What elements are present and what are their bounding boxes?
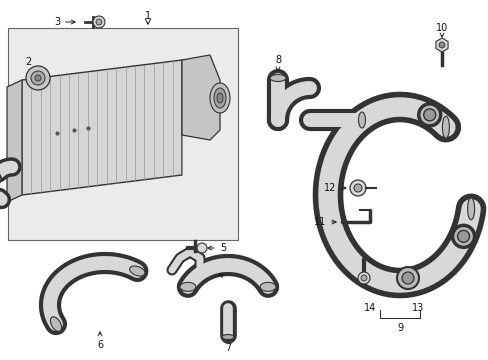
Text: 9: 9	[396, 323, 402, 333]
Circle shape	[26, 66, 50, 90]
Ellipse shape	[358, 112, 365, 128]
Ellipse shape	[269, 75, 285, 81]
Circle shape	[353, 184, 361, 192]
Circle shape	[457, 230, 468, 242]
Text: 12: 12	[323, 183, 346, 193]
Ellipse shape	[209, 83, 229, 113]
Polygon shape	[435, 38, 447, 52]
Text: 14: 14	[363, 303, 375, 313]
Circle shape	[349, 180, 365, 196]
Circle shape	[93, 16, 105, 28]
Text: 4: 4	[199, 270, 224, 280]
Text: 8: 8	[274, 55, 281, 71]
Text: 3: 3	[54, 17, 75, 27]
Circle shape	[451, 225, 473, 247]
Ellipse shape	[260, 282, 276, 291]
Ellipse shape	[50, 317, 61, 331]
Polygon shape	[182, 55, 220, 140]
Ellipse shape	[180, 282, 196, 291]
Circle shape	[35, 75, 41, 81]
Circle shape	[418, 104, 440, 126]
Ellipse shape	[129, 266, 145, 276]
Circle shape	[357, 272, 369, 284]
Bar	[8, 28, 238, 240]
Text: 5: 5	[207, 243, 226, 253]
Circle shape	[438, 42, 444, 48]
Circle shape	[423, 109, 435, 121]
Text: 7: 7	[224, 339, 231, 353]
Text: 1: 1	[144, 11, 151, 21]
Ellipse shape	[222, 334, 234, 339]
Ellipse shape	[467, 198, 474, 220]
Text: 10: 10	[435, 23, 447, 37]
Circle shape	[197, 243, 206, 253]
Polygon shape	[22, 60, 182, 195]
Text: 6: 6	[97, 332, 103, 350]
Circle shape	[401, 272, 413, 284]
Circle shape	[31, 71, 45, 85]
Circle shape	[96, 19, 102, 25]
Text: 2: 2	[25, 57, 36, 72]
Ellipse shape	[442, 116, 448, 138]
Ellipse shape	[214, 88, 225, 108]
Polygon shape	[7, 80, 22, 202]
Circle shape	[396, 267, 418, 289]
Text: 13: 13	[411, 303, 423, 313]
Ellipse shape	[217, 93, 223, 103]
Circle shape	[0, 173, 1, 185]
Circle shape	[360, 275, 366, 281]
Text: 11: 11	[313, 217, 335, 227]
